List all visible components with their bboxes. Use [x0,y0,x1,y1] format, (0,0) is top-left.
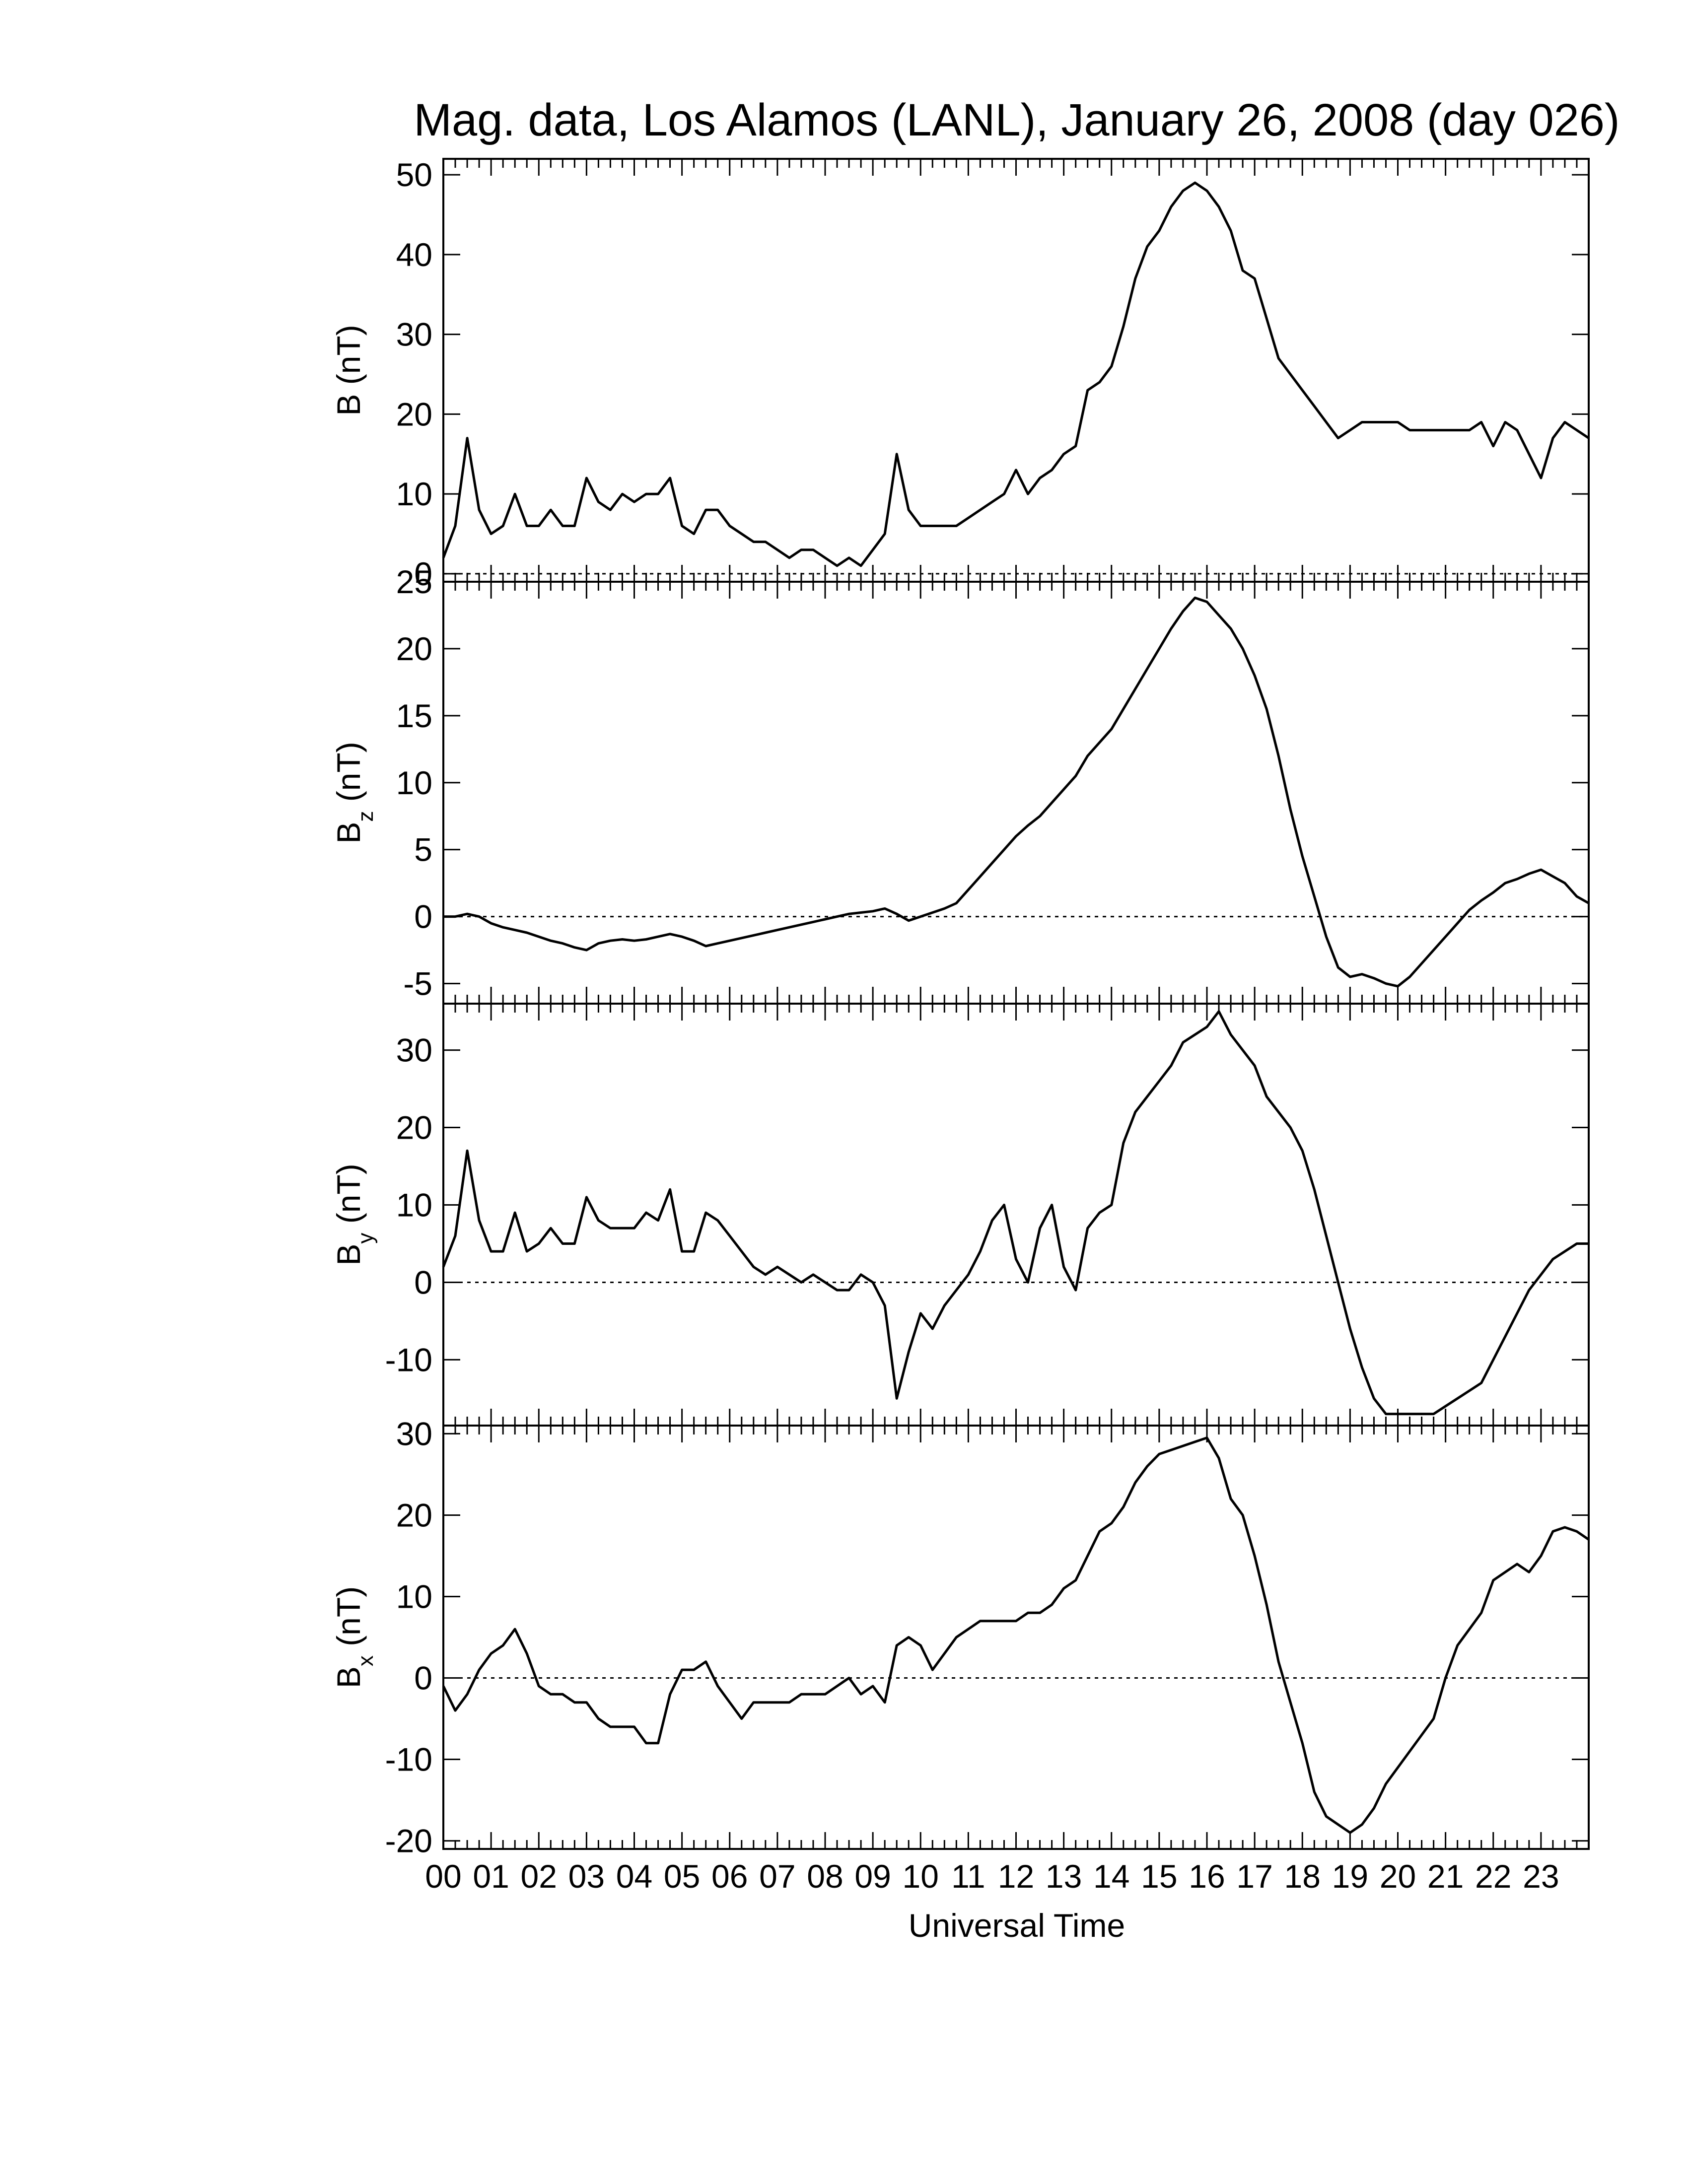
x-tick-label: 20 [1380,1858,1416,1895]
x-tick-label: 16 [1189,1858,1225,1895]
x-tick-label: 01 [473,1858,509,1895]
x-tick-label: 15 [1141,1858,1177,1895]
y-tick-label: 10 [396,476,432,512]
y-tick-label: 5 [414,831,432,868]
y-tick-label: 0 [414,1264,432,1300]
x-tick-label: 12 [998,1858,1034,1895]
y-tick-label: -20 [385,1823,432,1859]
y-tick-label: 0 [414,898,432,935]
y-axis-label-main: B [330,394,367,416]
x-tick-labels: 00 01 02 03 04 05 06 07 08 09 10 11 12 13 14 15 16 17 18 19… [425,1858,1559,1895]
y-axis-label: B (nT) [330,325,367,415]
y-tick-label: 30 [396,1032,432,1069]
y-axis-label-main: B [330,1666,367,1688]
y-axis-label-subscript: z [353,811,378,822]
x-tick-label: 13 [1046,1858,1082,1895]
y-axis-label-unit: (nT) [330,1163,367,1232]
y-tick-label: 20 [396,1497,432,1533]
y-axis-label: By (nT) [330,1163,378,1265]
y-tick-label: 10 [396,1578,432,1615]
x-tick-label: 11 [951,1858,985,1895]
plot-frame [442,1003,1590,1427]
x-tick-label: 10 [903,1858,939,1895]
panels-group: 0 10 20 30 40 50 B (nT) -5 0 5 10 15 20 25 Bz (nT) -10 0… [330,156,1590,1859]
y-tick-label: 15 [396,697,432,734]
y-tick-label: 0 [414,1660,432,1697]
y-tick-label: -10 [385,1341,432,1378]
panel-3: -10 0 10 20 30 By (nT) [330,1003,1590,1427]
y-tick-label: 50 [396,156,432,193]
x-tick-label: 06 [711,1858,748,1895]
y-tick-label: -10 [385,1741,432,1778]
y-tick-label: 20 [396,396,432,432]
x-tick-label: 14 [1093,1858,1129,1895]
y-tick-label: -5 [403,965,432,1002]
series-line [442,181,1590,567]
x-tick-label: 04 [616,1858,652,1895]
y-axis-label: Bx (nT) [330,1586,378,1688]
y-axis-label-unit: (nT) [330,742,367,811]
y-axis-label-subscript: y [353,1233,378,1244]
plot-frame [442,1425,1590,1850]
y-axis-label-unit: (nT) [330,1586,367,1655]
y-axis-label-unit: (nT) [330,325,367,394]
y-tick-label: 25 [396,563,432,600]
chart-title: Mag. data, Los Alamos (LANL), January 26… [414,95,1619,145]
y-axis-label: Bz (nT) [330,742,378,843]
x-tick-label: 23 [1523,1858,1559,1895]
y-tick-label: 10 [396,1187,432,1224]
panel-4: -20 -10 0 10 20 30 Bx (nT) [330,1415,1590,1859]
panel-1: 0 10 20 30 40 50 B (nT) [330,156,1590,592]
series-line [442,1436,1590,1834]
y-tick-label: 20 [396,1109,432,1146]
y-tick-label: 20 [396,630,432,667]
plot-frame [442,158,1590,583]
y-axis-label-subscript: x [353,1655,378,1666]
x-tick-label: 00 [425,1858,461,1895]
x-tick-label: 22 [1475,1858,1511,1895]
x-tick-label: 03 [568,1858,605,1895]
y-axis-label-main: B [330,1244,367,1266]
panel-2: -5 0 5 10 15 20 25 Bz (nT) [330,563,1590,1005]
x-tick-label: 02 [521,1858,557,1895]
x-tick-label: 18 [1284,1858,1321,1895]
x-tick-label: 07 [759,1858,795,1895]
x-tick-label: 08 [807,1858,843,1895]
y-tick-label: 0 [414,555,432,592]
x-tick-label: 17 [1236,1858,1272,1895]
y-tick-label: 30 [396,316,432,353]
y-tick-label: 10 [396,764,432,801]
x-tick-label: 05 [664,1858,700,1895]
x-tick-label: 09 [854,1858,891,1895]
series-line [442,1010,1589,1416]
y-tick-label: 30 [396,1415,432,1452]
x-axis-label: Universal Time [909,1907,1125,1944]
y-tick-label: 40 [396,236,432,273]
y-axis-label-main: B [330,822,367,844]
series-line [443,596,1590,988]
x-tick-label: 21 [1427,1858,1464,1895]
x-tick-label: 19 [1332,1858,1368,1895]
